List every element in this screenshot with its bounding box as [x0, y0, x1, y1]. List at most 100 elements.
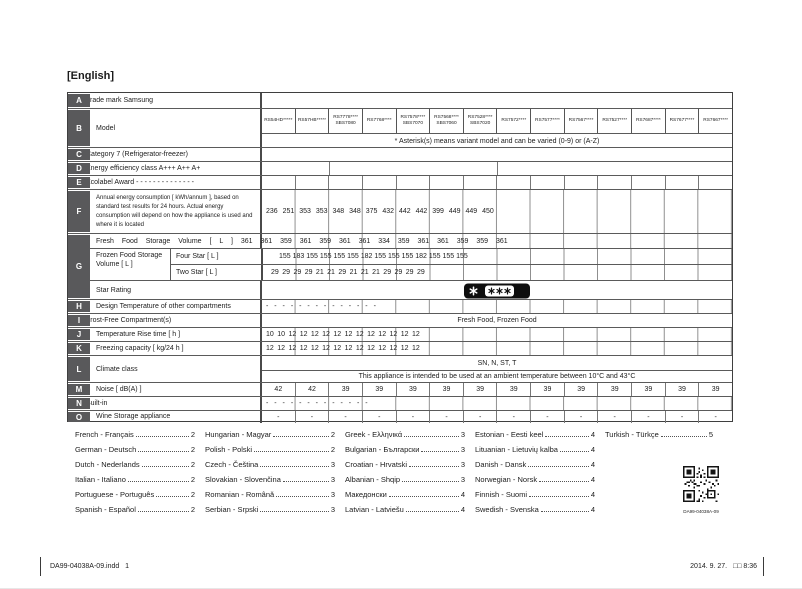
language-entry: Slovakian - Slovenčina 3 [205, 475, 345, 490]
row-label: Annual energy consumption [ kWh/annum ],… [96, 194, 253, 228]
row-badge-d: D [68, 163, 90, 174]
row-label: Noise [ dB(A) ] [96, 385, 142, 393]
language-entry: French - Français 2 [75, 430, 205, 445]
empty-value-cell [262, 176, 295, 189]
language-name: Danish - Dansk [475, 460, 527, 469]
row-badge-e: E [68, 177, 90, 188]
model-name: RS7577**** [535, 118, 560, 123]
empty-value-cell [530, 176, 564, 189]
row-label: Energy efficiency class A+++ A++ A+ [86, 164, 201, 172]
row-wine-storage: O Wine Storage appliance - - - - - - - -… [68, 410, 732, 423]
row-category: C Category 7 (Refrigerator-freezer) [68, 147, 732, 161]
model-cell: RS7567**** [563, 109, 598, 133]
row-badge-k: K [68, 343, 90, 354]
dot-leader [138, 451, 189, 452]
page-number: 2 [190, 475, 195, 484]
model-cell: RS7568**** SBS7060 [429, 109, 463, 133]
spec-table: A Trade mark Samsung B Model RS54HD*****… [67, 92, 733, 423]
energy-consumption-values: 236 251 353 353 348 348 375 432 442 442 … [260, 190, 732, 233]
language-column: Hungarian - Magyar 2 Polish - Polski 2 Cze… [205, 430, 345, 520]
language-entry: Spanish - Español 2 [75, 505, 205, 520]
dot-leader [540, 511, 589, 512]
noise-cell: 39 [698, 383, 732, 396]
row-badge-g: G [68, 235, 90, 298]
row-storage-volume: G Fresh Food Storage Volume [ L ] 361 36… [68, 233, 732, 300]
dot-leader [409, 466, 459, 467]
four-star-row: Four Star [ L ] 155 183 155 155 155 155 … [171, 249, 732, 264]
language-entry: Lituanian - Lietuvių kalba 4 [475, 445, 605, 460]
language-entry: Dutch - Nederlands 2 [75, 460, 205, 475]
language-name: Bulgarian - Български [345, 445, 420, 454]
empty-value-cell [462, 176, 497, 189]
empty-value-cell [260, 148, 732, 161]
value-text: - - - - - - - - - - - - - - [266, 303, 376, 310]
empty-value-cell [429, 176, 463, 189]
page-number: 3 [330, 475, 335, 484]
temperature-rise-values: 10 10 12 12 12 12 12 12 12 12 12 12 12 1… [260, 328, 732, 341]
language-entry: Czech - Čeština 3 [205, 460, 345, 475]
empty-value-cell [328, 176, 362, 189]
model-row: RS54HD***** RS57HB***** RS7778**** SBS708… [262, 109, 732, 133]
model-cell: RS7527**** [597, 109, 631, 133]
row-energy-class: D Energy efficiency class A+++ A++ A+ [68, 161, 732, 175]
page-number: 4 [590, 490, 595, 499]
freezing-capacity-values: 12 12 12 12 12 12 12 12 12 12 12 12 12 1… [260, 342, 732, 355]
page-number: 3 [330, 505, 335, 514]
language-section-header: [English] [67, 70, 115, 82]
language-entry: German - Deutsch 2 [75, 445, 205, 460]
design-temperature-values: - - - - - - - - - - - - - - [260, 300, 732, 313]
value-text: 236 251 353 353 348 348 375 432 442 442 … [266, 208, 494, 215]
star-icon [496, 287, 503, 294]
value-text: 12 12 12 12 12 12 12 12 12 12 12 12 12 1… [266, 345, 420, 352]
page-number: 4 [590, 505, 595, 514]
page-number: 2 [190, 445, 195, 454]
row-label: Ecolabel Award - - - - - - - - - - - - -… [86, 178, 194, 186]
model-name: RS57HB***** [297, 118, 326, 123]
model-name: RS7568**** [434, 115, 459, 120]
four-star-label: Four Star [ L ] [176, 253, 219, 260]
noise-cell: 39 [563, 383, 598, 396]
row-freezing-capacity: K Freezing capacity [ kg/24 h ] 12 12 12… [68, 341, 732, 355]
row-label: Freezing capacity [ kg/24 h ] [96, 344, 184, 352]
noise-cell: 39 [328, 383, 362, 396]
wine-storage-values: - - - - - - - - - - - - - - [260, 411, 732, 423]
language-entry: Danish - Dansk 4 [475, 460, 605, 475]
row-design-temperature: H Design Temperature of other compartmen… [68, 299, 732, 313]
footer-timestamp: 2014. 9. 27. □□ 8:36 [690, 563, 757, 570]
model-columns: RS54HD***** RS57HB***** RS7778**** SBS708… [260, 109, 732, 147]
dot-leader [388, 496, 459, 497]
language-entry: Polish - Polski 2 [205, 445, 345, 460]
row-model: B Model RS54HD***** RS57HB***** RS7778**… [68, 108, 732, 147]
wine-cell: - [597, 411, 631, 423]
empty-value-cell [395, 176, 430, 189]
page-number: 3 [460, 430, 465, 439]
model-name: RS54HD***** [264, 118, 293, 123]
page-number: 4 [590, 445, 595, 454]
model-name: RS7528**** [467, 115, 493, 120]
language-name: Croatian - Hrvatski [345, 460, 408, 469]
page-number: 4 [590, 430, 595, 439]
row-badge-l: L [68, 357, 90, 381]
model-cell: RS7577**** [530, 109, 564, 133]
row-label: Temperature Rise time [ h ] [96, 330, 181, 338]
star-icon [504, 287, 511, 294]
empty-value-cell [664, 176, 699, 189]
wine-cell: - [395, 411, 430, 423]
noise-cell: 39 [462, 383, 497, 396]
dot-leader [405, 511, 459, 512]
dot-leader [254, 451, 329, 452]
model-name2: SBS7070 [402, 121, 424, 126]
language-name: Latvian - Latviešu [345, 505, 404, 514]
noise-cell: 39 [429, 383, 463, 396]
page-number: 3 [460, 475, 465, 484]
language-name: Italian - Italiano [75, 475, 126, 484]
page-number: 4 [590, 475, 595, 484]
row-label: Built-in [86, 399, 108, 407]
climate-class-values: SN, N, ST, T This appliance is intended … [260, 356, 732, 382]
ambient-temperature-note: This appliance is intended to be used at… [262, 370, 732, 382]
model-cell: RS7677**** [664, 109, 699, 133]
row-temperature-rise: J Temperature Rise time [ h ] 10 10 12 1… [68, 327, 732, 341]
language-entry: Македонски 4 [345, 490, 475, 505]
language-entry: Portuguese - Português 2 [75, 490, 205, 505]
